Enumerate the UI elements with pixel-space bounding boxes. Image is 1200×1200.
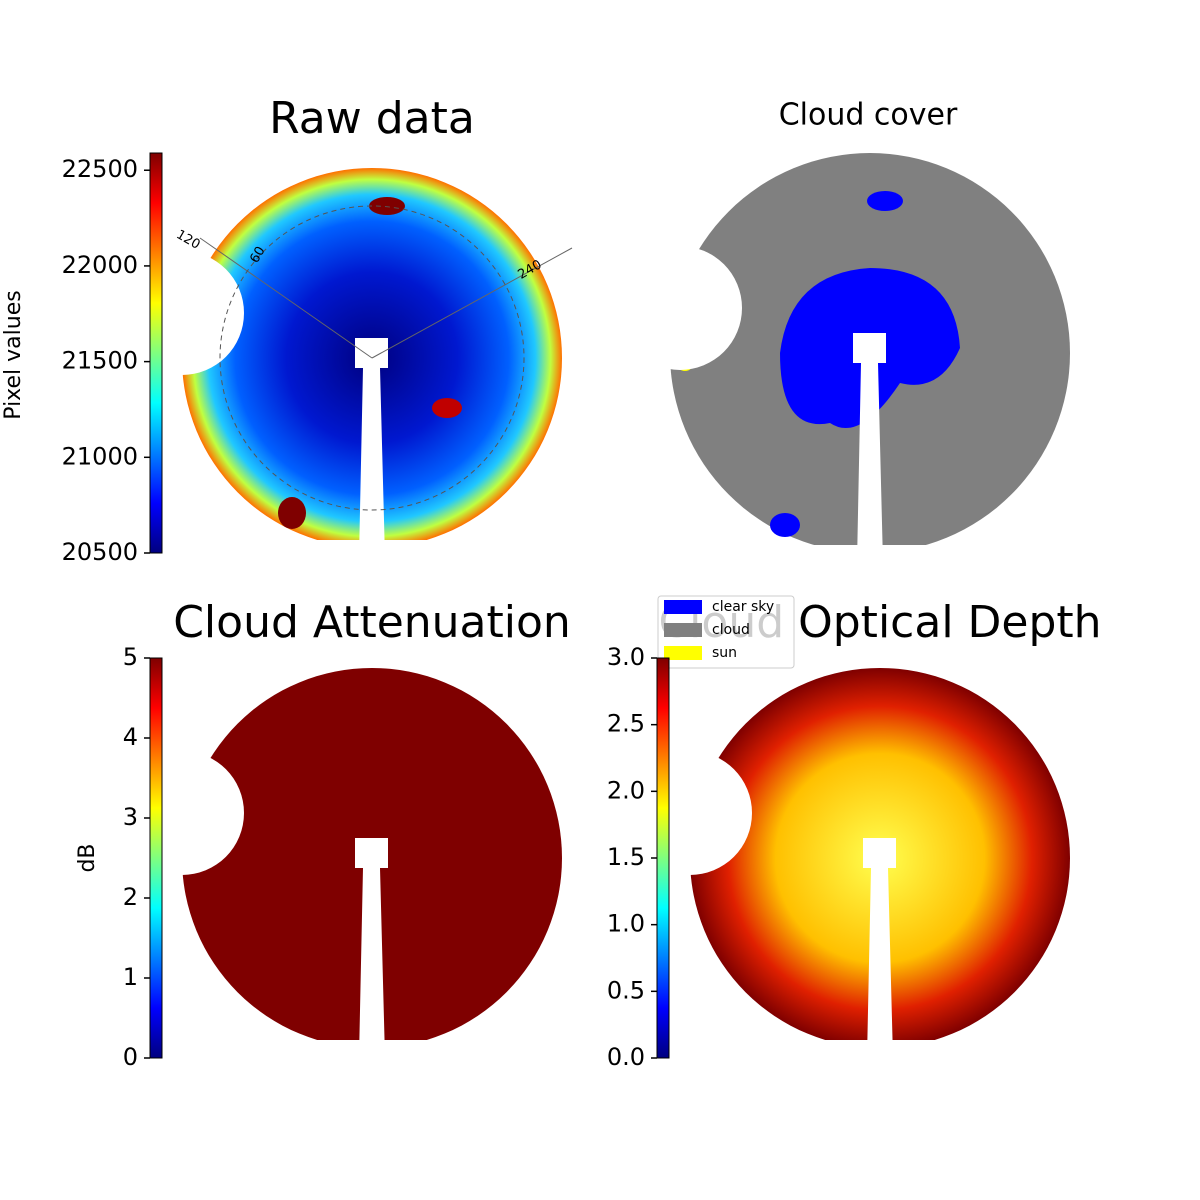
mask: [685, 1040, 1075, 1060]
panel-title: Cloud cover: [779, 98, 958, 133]
legend: clear sky cloud sun: [657, 595, 795, 669]
colorbar-tick-label: 21500: [62, 347, 138, 375]
mask: [120, 251, 244, 375]
colorbar: [149, 152, 163, 554]
colorbar-tick-label: 1.0: [607, 910, 645, 938]
panel-title: Cloud Attenuation: [173, 597, 571, 648]
colorbar-tick-label: 2: [123, 883, 138, 911]
colorbar-tick-label: 1.5: [607, 843, 645, 871]
colorbar-tick-label: 0.0: [607, 1043, 645, 1071]
mask: [355, 838, 388, 1058]
mask: [618, 246, 742, 370]
mask: [863, 838, 896, 1058]
polar-grid: [219, 205, 525, 511]
colorbar-tick-label: 0.5: [607, 976, 645, 1004]
legend-label: sun: [712, 645, 737, 661]
legend-swatch: [664, 600, 702, 614]
mask: [177, 1040, 567, 1060]
polar-label: 120: [173, 227, 202, 252]
legend-swatch: [664, 623, 702, 637]
colorbar-label: Pixel values: [1, 290, 26, 419]
clear-sky-region: [770, 513, 800, 537]
colorbar-tick-label: 2.0: [607, 776, 645, 804]
clear-sky-region: [867, 191, 903, 211]
polar-grid: [199, 237, 373, 359]
mask: [177, 540, 567, 560]
colorbar: [656, 657, 670, 1059]
colorbar-tick-label: 22000: [62, 251, 138, 279]
legend-label: clear sky: [712, 599, 774, 615]
colorbar-tick-label: 3.0: [607, 643, 645, 671]
mask: [120, 751, 244, 875]
cloud-patch: [432, 398, 462, 418]
colorbar-tick-label: 1: [123, 963, 138, 991]
mask: [665, 545, 1075, 565]
colorbar-tick-label: 4: [123, 723, 138, 751]
colorbar-tick-label: 0: [123, 1043, 138, 1071]
colorbar-tick-label: 22500: [62, 155, 138, 183]
colorbar-tick-label: 2.5: [607, 710, 645, 738]
mask: [628, 751, 752, 875]
legend-label: cloud: [712, 622, 750, 638]
colorbar-tick-label: 5: [123, 643, 138, 671]
colorbar-tick-label: 20500: [62, 538, 138, 566]
colorbar-tick-label: 3: [123, 803, 138, 831]
panel-title: Raw data: [269, 93, 475, 144]
colorbar-label: dB: [75, 843, 100, 872]
mask: [853, 333, 886, 563]
colorbar-tick-label: 21000: [62, 442, 138, 470]
cloud-patch: [278, 497, 306, 529]
polar-label: 60: [247, 244, 268, 266]
colorbar: [149, 657, 163, 1059]
cloud-patch: [369, 197, 405, 215]
polar-grid: [371, 247, 573, 359]
legend-swatch: [664, 646, 702, 660]
mask: [355, 338, 388, 558]
